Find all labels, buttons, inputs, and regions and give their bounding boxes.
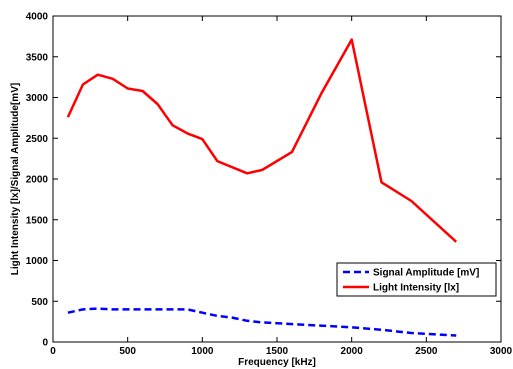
y-tick-label: 2000 bbox=[26, 175, 49, 186]
legend-label: Light Intensity [lx] bbox=[373, 283, 459, 294]
x-tick-label: 500 bbox=[119, 346, 136, 357]
y-tick-label: 500 bbox=[31, 297, 48, 308]
y-axis-label: Light Intensity [lx]/Signal Amplitude[mV… bbox=[10, 83, 21, 275]
y-tick-label: 4000 bbox=[26, 12, 49, 23]
y-tick-label: 3500 bbox=[26, 52, 49, 63]
ticks-layer: 0 500 1000 1500 2000 2500 3000 0 500 1000 1500 2000… bbox=[26, 12, 513, 358]
y-tick-label: 2500 bbox=[26, 134, 49, 145]
y-tick-label: 0 bbox=[42, 338, 48, 349]
legend-label: Signal Amplitude [mV] bbox=[373, 268, 479, 279]
x-tick-label: 2500 bbox=[415, 346, 438, 357]
x-tick-label: 0 bbox=[50, 346, 56, 357]
x-axis-label: Frequency [kHz] bbox=[238, 357, 316, 368]
x-tick-label: 2000 bbox=[341, 346, 364, 357]
y-tick-label: 1500 bbox=[26, 215, 49, 226]
y-tick-label: 1000 bbox=[26, 256, 49, 267]
x-tick-label: 1000 bbox=[191, 346, 214, 357]
legend: Signal Amplitude [mV] Light Intensity [lx… bbox=[336, 262, 497, 297]
series-layer bbox=[66, 38, 458, 337]
x-tick-label: 1500 bbox=[266, 346, 289, 357]
x-tick-label: 3000 bbox=[490, 346, 513, 357]
legend-box bbox=[336, 262, 497, 297]
series-line-light-intensity bbox=[66, 38, 458, 243]
y-tick-label: 3000 bbox=[26, 93, 49, 104]
series-line-signal-amplitude bbox=[67, 307, 457, 337]
